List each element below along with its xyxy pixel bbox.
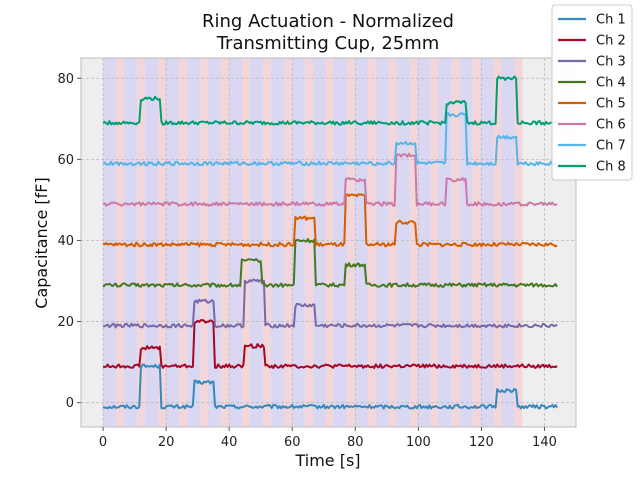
x-ticks: 0 20 40 60 80 100 120 140: [99, 427, 557, 450]
legend-label: Ch 7: [596, 139, 626, 154]
inactive-band: [430, 58, 439, 427]
y-axis-label: Capacitance [fF]: [32, 177, 51, 308]
inactive-band: [200, 58, 208, 427]
inactive-band: [493, 58, 502, 427]
x-tick-label: 120: [469, 435, 494, 450]
legend-label: Ch 6: [596, 118, 626, 133]
x-tick-label: 40: [221, 435, 238, 450]
x-tick-label: 80: [347, 435, 364, 450]
y-tick-label: 60: [57, 153, 74, 168]
inactive-band: [179, 58, 187, 427]
legend-label: Ch 3: [596, 55, 626, 70]
x-axis-label: Time [s]: [294, 451, 360, 470]
series-line-ch-6: [102, 152, 558, 207]
legend: Ch 1 Ch 2 Ch 3 Ch 4 Ch 5 Ch 6 Ch 7 Ch 8: [551, 4, 633, 181]
grid-lines: [81, 58, 576, 427]
active-band: [291, 58, 305, 427]
inactive-band: [451, 58, 460, 427]
x-tick-label: 140: [532, 435, 557, 450]
plot-frame: [80, 57, 577, 428]
legend-box: [551, 4, 633, 181]
series-line-ch-1: [102, 363, 558, 410]
legend-label: Ch 1: [596, 13, 626, 28]
active-band: [312, 58, 326, 427]
active-band: [354, 58, 368, 427]
legend-label: Ch 2: [596, 34, 626, 49]
actuation-bands: [103, 58, 523, 427]
y-tick-label: 20: [57, 315, 74, 330]
series-line-ch-5: [102, 193, 558, 248]
series-line-ch-4: [102, 238, 558, 288]
inactive-band: [221, 58, 229, 427]
inactive-band: [367, 58, 376, 427]
active-band: [228, 58, 243, 427]
inactive-band: [472, 58, 481, 427]
x-tick-label: 60: [284, 435, 301, 450]
series-line-ch-8: [102, 75, 558, 126]
series-line-ch-7: [102, 112, 558, 167]
legend-label: Ch 4: [596, 76, 626, 91]
series-lines: [102, 75, 558, 410]
inactive-band: [346, 58, 355, 427]
inactive-band: [409, 58, 418, 427]
inactive-band: [325, 58, 334, 427]
active-band: [480, 58, 494, 427]
x-tick-label: 100: [406, 435, 431, 450]
active-band: [124, 58, 138, 427]
x-tick-label: 20: [158, 435, 175, 450]
active-band: [103, 58, 117, 427]
y-tick-label: 0: [66, 396, 74, 411]
series-line-ch-2: [103, 319, 558, 369]
y-tick-label: 40: [57, 234, 74, 249]
chart-title-line-1: Ring Actuation - Normalized: [202, 11, 454, 32]
active-band: [145, 58, 159, 427]
inactive-band: [514, 58, 523, 427]
y-tick-label: 80: [57, 72, 74, 87]
legend-label: Ch 5: [596, 97, 626, 112]
chart-title-line-2: Transmitting Cup, 25mm: [216, 33, 440, 54]
active-band: [207, 58, 222, 427]
x-tick-label: 0: [99, 435, 107, 450]
active-band: [186, 58, 201, 427]
active-band: [249, 58, 264, 427]
active-band: [375, 58, 389, 427]
series-line-ch-3: [102, 278, 558, 329]
y-ticks: 0 20 40 60 80: [57, 72, 81, 411]
inactive-band: [242, 58, 250, 427]
legend-label: Ch 8: [596, 160, 626, 175]
inactive-band: [116, 58, 125, 427]
active-band: [438, 58, 452, 427]
active-band: [396, 58, 410, 427]
inactive-band: [263, 58, 271, 427]
inactive-band: [137, 58, 146, 427]
active-band: [270, 58, 285, 427]
